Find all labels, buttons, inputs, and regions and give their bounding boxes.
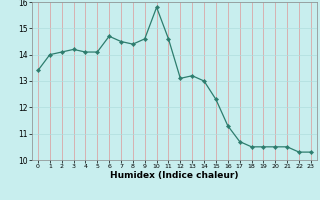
X-axis label: Humidex (Indice chaleur): Humidex (Indice chaleur)	[110, 171, 239, 180]
